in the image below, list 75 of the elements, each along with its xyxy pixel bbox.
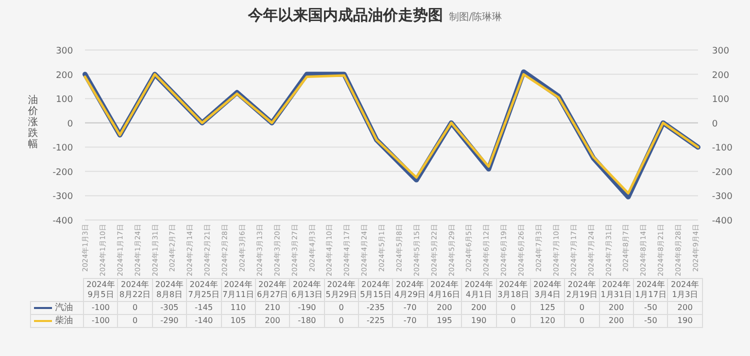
data-label: -235	[358, 302, 393, 314]
category-label: 2024年1月31日	[599, 278, 634, 302]
data-label: 0	[118, 302, 152, 314]
category-label: 2024年2月19日	[564, 278, 600, 302]
data-label: 120	[530, 314, 565, 328]
y-tick-label: -300	[52, 192, 74, 202]
y-tick-label: -400	[52, 216, 74, 226]
data-label: 0	[324, 314, 358, 328]
data-label: 200	[255, 314, 290, 328]
data-label: 125	[530, 302, 565, 314]
data-label: 0	[324, 302, 358, 314]
category-label: 2024年8月22日	[118, 278, 152, 302]
category-label: 2024年3月18日	[496, 278, 530, 302]
data-label: -305	[152, 302, 187, 314]
y2-tick-label: -200	[712, 168, 733, 178]
data-label: -290	[152, 314, 187, 328]
category-label: 2024年4月1日	[462, 278, 496, 302]
data-label: 210	[255, 302, 290, 314]
category-label: 2024年1月3日	[668, 278, 702, 302]
y-tick-label: 100	[56, 95, 74, 106]
y-tick-label: 200	[56, 70, 74, 81]
y2-tick-label: 200	[712, 70, 730, 81]
data-label: 110	[221, 302, 256, 314]
y2-tick-label: 0	[712, 119, 718, 130]
category-label: 2024年7月25日	[186, 278, 221, 302]
y-axis-title: 油价涨跌幅	[28, 95, 39, 150]
y-tick-label: 0	[67, 119, 74, 130]
category-label: 2024年9月5日	[84, 278, 118, 302]
data-label: 0	[496, 314, 530, 328]
y-tick-label: -100	[52, 144, 74, 154]
data-label: 190	[668, 314, 702, 328]
y2-tick-label: -400	[712, 216, 733, 226]
data-label: -145	[186, 302, 221, 314]
data-label: -70	[392, 314, 428, 328]
y-tick-label: -200	[52, 168, 74, 178]
chart-subtitle: 制图/陈琳琳	[448, 11, 502, 23]
y2-tick-label: -300	[712, 192, 733, 202]
category-label: 2024年5月29日	[324, 278, 358, 302]
data-label: 0	[118, 314, 152, 328]
category-label: 2024年1月17日	[634, 278, 668, 302]
data-label: -50	[634, 314, 668, 328]
data-label: -50	[634, 302, 668, 314]
data-label: 200	[668, 302, 702, 314]
data-label: -100	[84, 314, 118, 328]
legend-label: 柴油	[55, 316, 73, 326]
category-label: 2024年4月29日	[392, 278, 428, 302]
data-label: 0	[564, 314, 600, 328]
y-tick-label: 300	[56, 46, 74, 56]
data-label: 200	[462, 302, 496, 314]
data-label: 200	[599, 314, 634, 328]
data-label: 200	[427, 302, 462, 314]
category-label: 2024年8月8日	[152, 278, 187, 302]
legend-label: 汽油	[55, 303, 73, 313]
data-label: 195	[427, 314, 462, 328]
data-label: -225	[358, 314, 393, 328]
data-label: -190	[290, 302, 324, 314]
data-label: -180	[290, 314, 324, 328]
category-label: 2024年6月13日	[290, 278, 324, 302]
category-label: 2024年5月15日	[358, 278, 393, 302]
category-label: 2024年7月11日	[221, 278, 256, 302]
data-label: 0	[496, 302, 530, 314]
data-label: 0	[564, 302, 600, 314]
data-label: 105	[221, 314, 256, 328]
y2-tick-label: 300	[712, 46, 730, 56]
data-label: -70	[392, 302, 428, 314]
category-label: 2024年3月4日	[530, 278, 565, 302]
category-label: 2024年6月27日	[255, 278, 290, 302]
data-label: 190	[462, 314, 496, 328]
data-label: -140	[186, 314, 221, 328]
category-label: 2024年4月16日	[427, 278, 462, 302]
data-label: -100	[84, 302, 118, 314]
chart-title: 今年以来国内成品油价走势图	[246, 7, 443, 24]
data-label: 200	[599, 302, 634, 314]
y2-tick-label: 100	[712, 95, 730, 106]
y2-tick-label: -100	[712, 144, 733, 154]
